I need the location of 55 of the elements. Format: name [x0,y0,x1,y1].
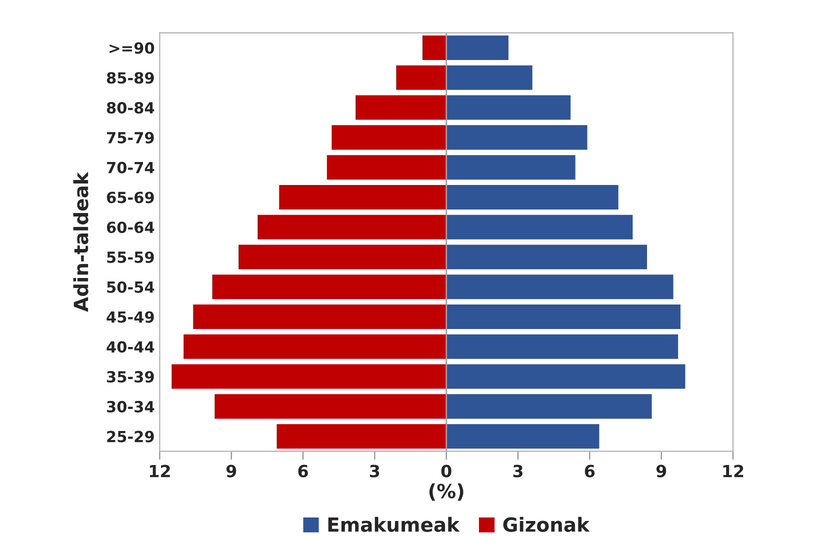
y-tick-label: 80-84 [106,102,154,114]
legend-label: Gizonak [503,516,590,532]
x-tick-label: 6 [298,464,308,478]
y-tick-label: 85-89 [106,72,154,84]
bar [356,95,446,120]
y-tick-label: 30-34 [107,400,154,412]
x-axis-title: (%) [429,483,464,501]
y-tick-label: 25-29 [107,430,154,442]
x-tick-label: 12 [150,464,170,478]
bar [214,394,446,419]
y-tick-label: 35-39 [107,371,154,383]
y-tick-label: >=90 [110,42,154,54]
x-tick-label: 9 [656,464,666,478]
y-axis-title: Adin-taldeak [73,172,88,312]
bar [446,244,648,270]
bar [446,304,680,330]
bar [422,36,446,60]
bar [446,184,618,210]
x-tick-label: 3 [513,464,522,478]
bar [446,364,686,389]
y-tick-label: 65-69 [106,192,154,204]
y-tick-label: 45-49 [106,311,154,323]
bar [193,304,446,330]
bar [446,334,678,359]
bar [258,214,446,240]
bar [446,424,600,449]
bar [446,65,532,90]
bar [238,244,446,270]
legend-label: Emakumeak [328,516,460,532]
y-tick-label: 40-44 [106,341,154,353]
bar [446,274,674,300]
bar [279,184,446,210]
y-tick-label: 50-54 [107,281,154,293]
y-tick-label: 70-74 [107,162,154,174]
x-tick-label: 3 [370,464,380,478]
bar [172,364,446,389]
bar [212,274,446,300]
x-tick-label: 0 [441,464,452,478]
x-tick-label: 9 [226,464,236,478]
x-tick-label: 12 [723,464,744,478]
x-tick-label: 6 [584,464,595,478]
bar [184,334,446,359]
bar [446,394,652,419]
bar [446,36,508,60]
bar [446,95,571,120]
bar [446,125,588,150]
bar [276,424,446,449]
y-tick-label: 55-59 [107,251,154,264]
bar [326,155,446,180]
bar [396,65,446,90]
y-tick-label: 75-79 [107,132,154,144]
bar [446,155,576,180]
bar [446,214,633,240]
bar [332,125,446,150]
y-tick-label: 60-64 [106,222,154,234]
